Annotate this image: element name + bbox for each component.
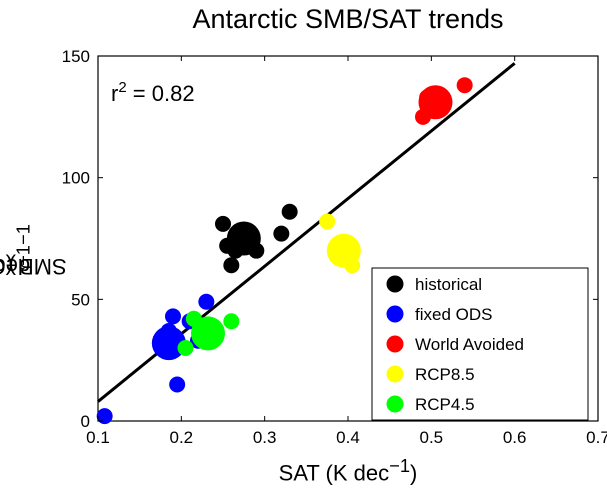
legend-item: RCP4.5 — [386, 395, 475, 414]
data-point — [151, 326, 186, 361]
series-rcp8-5 — [319, 213, 361, 274]
data-point — [273, 225, 290, 242]
series-world-avoided — [415, 77, 473, 125]
legend-label: RCP4.5 — [415, 395, 475, 414]
data-point — [419, 89, 436, 106]
y-axis-label-close: ) — [8, 253, 16, 279]
x-axis-label-close: ) — [410, 460, 418, 486]
legend-marker — [386, 365, 404, 383]
data-point — [185, 310, 202, 327]
x-axis-label-main: SAT (K dec — [278, 460, 390, 486]
x-tick-label: 0.4 — [336, 428, 360, 447]
legend: historical fixed ODS World Avoided RCP8.5 RC… — [371, 267, 589, 421]
data-point — [319, 213, 336, 230]
x-tick-label: 0.7 — [586, 428, 607, 447]
r-squared-exponent: 2 — [118, 79, 127, 96]
legend-item: World Avoided — [386, 335, 524, 354]
legend-label: historical — [415, 275, 482, 294]
data-point — [160, 322, 177, 339]
x-tick-label: 0.3 — [253, 428, 277, 447]
data-point — [215, 215, 231, 232]
data-point — [344, 257, 361, 274]
legend-marker — [386, 395, 404, 413]
y-axis-label-exponent-2: −1 — [12, 224, 34, 245]
data-point — [191, 316, 225, 351]
y-tick-label: 150 — [62, 47, 90, 66]
x-tick-label: 0.1 — [86, 428, 110, 447]
series-rcp4-5 — [177, 310, 240, 356]
legend-item: RCP8.5 — [386, 365, 475, 384]
r-squared-label: r — [111, 81, 119, 106]
x-axis-label-exponent: −1 — [389, 455, 411, 476]
legend-label: World Avoided — [415, 335, 524, 354]
y-tick-label: 50 — [71, 290, 90, 309]
data-point — [227, 242, 244, 259]
x-axis-label: SAT (K dec−1) — [98, 455, 598, 486]
chart-title: Antarctic SMB/SAT trends — [192, 4, 504, 34]
legend-marker — [386, 305, 404, 323]
legend-item: historical — [386, 275, 482, 294]
y-tick-label: 0 — [81, 412, 90, 431]
data-point — [169, 376, 186, 393]
r-squared-annotation: r2 = 0.82 — [111, 79, 195, 107]
x-tick-label: 0.6 — [503, 428, 527, 447]
data-point — [223, 313, 240, 330]
data-point — [248, 242, 265, 259]
axes-layer: 0.1 0.2 0.3 0.4 0.5 0.6 0.7 0 50 100 150 — [62, 47, 607, 447]
data-point — [177, 340, 194, 356]
data-point — [415, 108, 431, 125]
data-point — [165, 308, 181, 325]
r-squared-value: = 0.82 — [126, 81, 195, 106]
data-point — [223, 257, 240, 274]
points-layer — [96, 77, 473, 425]
legend-item: fixed ODS — [386, 305, 492, 324]
legend-marker — [386, 335, 404, 353]
x-tick-label: 0.2 — [170, 428, 194, 447]
data-point — [198, 293, 215, 310]
data-point — [96, 408, 113, 425]
legend-label: RCP8.5 — [415, 365, 475, 384]
data-point — [456, 77, 473, 94]
series-historical — [215, 203, 298, 274]
legend-marker — [386, 275, 404, 293]
data-point — [281, 203, 298, 220]
y-tick-label: 100 — [62, 169, 90, 188]
legend-label: fixed ODS — [415, 305, 492, 324]
x-tick-label: 0.5 — [420, 428, 444, 447]
legend-box — [371, 267, 589, 421]
